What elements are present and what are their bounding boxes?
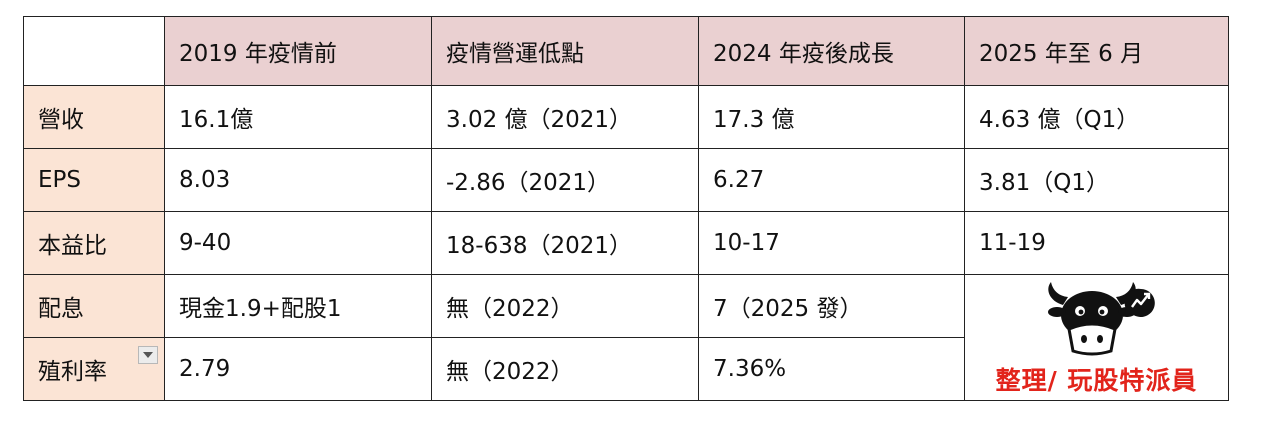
table-cell: 3.81（Q1） bbox=[964, 148, 1229, 212]
brand-logo-cell: 整理/ 玩股特派員 bbox=[964, 274, 1229, 401]
bull-mascot-icon bbox=[1047, 281, 1155, 355]
header-2019: 2019 年疫情前 bbox=[164, 16, 432, 86]
row-label-text: 殖利率 bbox=[38, 359, 107, 385]
header-low-point: 疫情營運低點 bbox=[431, 16, 699, 86]
table-cell: 無（2022） bbox=[431, 274, 699, 338]
table-row: 殖利率 2.79 無（2022） 7.36% bbox=[23, 337, 1229, 401]
chart-up-chat-icon bbox=[1122, 288, 1155, 317]
table-cell: 16.1億 bbox=[164, 85, 432, 149]
table-cell: 3.02 億（2021） bbox=[431, 85, 699, 149]
row-label-revenue: 營收 bbox=[23, 85, 165, 149]
table-cell: 11-19 bbox=[964, 211, 1229, 275]
table-cell: 9-40 bbox=[164, 211, 432, 275]
filter-dropdown-button[interactable] bbox=[138, 346, 158, 364]
brand-credit: 整理/ 玩股特派員 bbox=[995, 365, 1198, 395]
financial-table: 2019 年疫情前 疫情營運低點 2024 年疫後成長 2025 年至 6 月 … bbox=[23, 16, 1229, 401]
table-cell: 2.79 bbox=[164, 337, 432, 401]
header-row: 2019 年疫情前 疫情營運低點 2024 年疫後成長 2025 年至 6 月 bbox=[23, 16, 1229, 86]
row-label-yield: 殖利率 bbox=[23, 337, 165, 401]
table-cell: 7.36% bbox=[698, 337, 965, 401]
table-cell: 8.03 bbox=[164, 148, 432, 212]
table-cell: 4.63 億（Q1） bbox=[964, 85, 1229, 149]
table-cell: 6.27 bbox=[698, 148, 965, 212]
table-row: 配息 現金1.9+配股1 無（2022） 7（2025 發） bbox=[23, 274, 1229, 401]
header-2025: 2025 年至 6 月 bbox=[964, 16, 1229, 86]
table-row: EPS 8.03 -2.86（2021） 6.27 3.81（Q1） bbox=[23, 148, 1229, 212]
table-row: 營收 16.1億 3.02 億（2021） 17.3 億 4.63 億（Q1） bbox=[23, 85, 1229, 149]
row-label-pe: 本益比 bbox=[23, 211, 165, 275]
corner-cell bbox=[23, 16, 165, 86]
table-cell: 18-638（2021） bbox=[431, 211, 699, 275]
table-cell: 7（2025 發） bbox=[698, 274, 965, 338]
brand-logo: 整理/ 玩股特派員 bbox=[966, 279, 1228, 397]
table-cell: -2.86（2021） bbox=[431, 148, 699, 212]
chevron-down-icon bbox=[143, 352, 153, 358]
header-2024: 2024 年疫後成長 bbox=[698, 16, 965, 86]
table-cell: 現金1.9+配股1 bbox=[164, 274, 432, 338]
row-label-dividend: 配息 bbox=[23, 274, 165, 338]
table-cell: 10-17 bbox=[698, 211, 965, 275]
table-cell: 17.3 億 bbox=[698, 85, 965, 149]
table-cell: 無（2022） bbox=[431, 337, 699, 401]
row-label-eps: EPS bbox=[23, 148, 165, 212]
table-row: 本益比 9-40 18-638（2021） 10-17 11-19 bbox=[23, 211, 1229, 275]
